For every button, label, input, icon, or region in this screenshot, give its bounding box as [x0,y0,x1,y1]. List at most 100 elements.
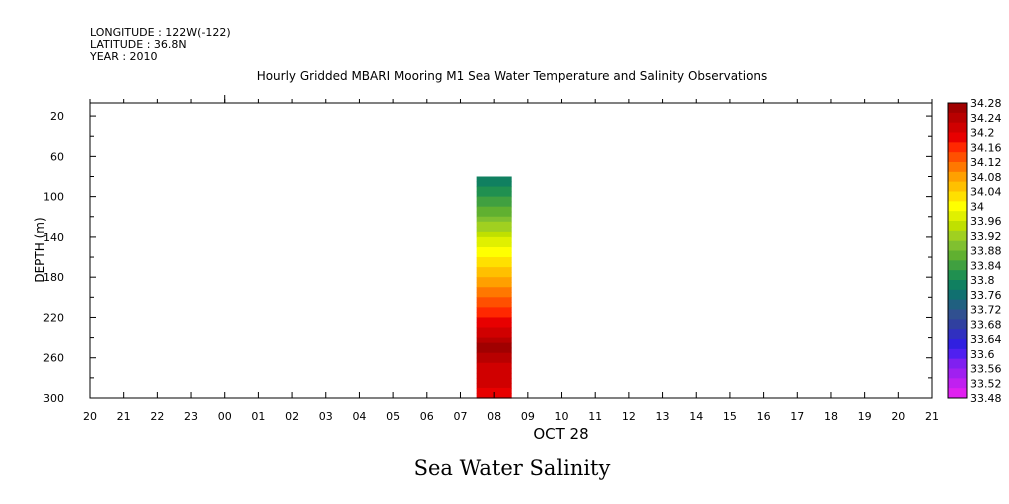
y-tick-label: 100 [43,191,64,204]
salinity-cell [476,367,512,374]
longitude-label: LONGITUDE : 122W(-122) [90,26,231,39]
salinity-cell [476,357,512,364]
salinity-cell [476,241,512,248]
colorbar-swatch [948,250,967,261]
colorbar-swatch [948,348,967,360]
y-tick-label: 180 [43,271,64,284]
colorbar-swatch [948,191,967,202]
x-tick-label: 21 [117,410,131,423]
colorbar-swatch [948,112,967,124]
salinity-cell [476,292,512,298]
y-tick-label: 60 [50,150,64,163]
x-tick-label: 23 [184,410,198,423]
y-axis: 20 60 100 140 180 220 260 300 [43,110,932,405]
colorbar-label: 33.88 [970,245,1002,258]
x-tick-label: 03 [319,410,333,423]
salinity-cell [476,196,512,203]
salinity-cell [476,287,512,293]
colorbar-swatch [948,319,967,330]
colorbar-swatch [948,260,967,271]
x-tick-label: 18 [824,410,838,423]
salinity-cell [476,302,512,308]
salinity-cell [476,307,512,314]
chart-subtitle: Sea Water Salinity [414,456,611,480]
colorbar-label: 33.48 [970,392,1002,405]
colorbar-swatch [948,221,967,232]
x-tick-label: 02 [285,410,299,423]
year-label: YEAR : 2010 [89,50,158,63]
salinity-cell [476,201,512,208]
salinity-cell [476,337,512,344]
y-tick-label: 260 [43,352,64,365]
x-axis-label: OCT 28 [533,425,588,443]
x-tick-label: 17 [790,410,804,423]
colorbar-swatch [948,181,967,192]
x-axis: 20 21 22 23 00 01 02 03 04 05 06 07 08 09 10 11 12 13 14 15… [83,95,939,423]
salinity-cell [476,186,512,193]
salinity-cell [476,252,512,258]
salinity-cell [476,211,512,218]
x-tick-label: 19 [858,410,872,423]
salinity-cell [476,372,512,379]
y-tick-label: 220 [43,311,64,324]
salinity-cell [476,387,512,394]
y-tick-label: 300 [43,392,64,405]
y-axis-label: DEPTH (m) [33,217,47,282]
plot-frame [89,102,933,399]
salinity-cell [476,257,512,263]
colorbar-label: 34 [970,200,984,213]
salinity-cell [476,262,512,268]
colorbar-swatch [948,142,967,153]
colorbar-swatch [948,211,967,222]
colorbar-label: 33.92 [970,230,1002,243]
colorbar-swatch [948,122,967,133]
colorbar-label: 33.6 [970,348,995,361]
x-tick-label: 22 [150,410,164,423]
colorbar-label: 34.2 [970,127,995,140]
colorbar-label: 33.8 [970,274,995,287]
colorbar-label: 33.52 [970,377,1002,390]
x-tick-label: 16 [757,410,771,423]
colorbar-label: 33.64 [970,333,1002,346]
colorbar-label: 34.16 [970,141,1002,154]
salinity-cell [476,297,512,303]
salinity-cell [476,332,512,339]
colorbar-swatch [948,152,967,163]
salinity-cell [476,362,512,369]
x-tick-label: 06 [420,410,434,423]
y-tick-label: 140 [43,231,64,244]
x-tick-label: 12 [622,410,636,423]
x-tick-label: 00 [218,410,232,423]
colorbar-swatch [948,378,967,389]
colorbar-swatch [948,201,967,212]
x-tick-label: 01 [251,410,265,423]
salinity-cell [476,347,512,354]
x-tick-label: 14 [689,410,703,423]
x-tick-label: 20 [83,410,97,423]
colorbar-frame [947,102,968,399]
colorbar-swatch [948,171,967,183]
x-tick-label: 04 [352,410,366,423]
salinity-cell [476,312,512,319]
salinity-cell [476,272,512,278]
colorbar-swatch [948,240,967,251]
plot-area: 20 60 100 140 180 220 260 300 20 21 22 23 00 01 02 03 0… [43,95,939,423]
colorbar-label: 33.72 [970,304,1002,317]
salinity-cell [476,231,512,238]
salinity-cell [476,282,512,288]
x-tick-label: 05 [386,410,400,423]
salinity-cell [476,267,512,273]
colorbar-label: 33.56 [970,363,1002,376]
salinity-cell [476,322,512,329]
salinity-cell [476,226,512,233]
colorbar-label: 34.12 [970,156,1002,169]
colorbar-swatch [948,329,967,340]
x-tick-label: 13 [656,410,670,423]
salinity-cell [476,377,512,384]
salinity-cell [476,206,512,213]
colorbar-label: 34.04 [970,186,1002,199]
colorbar-swatch [948,309,967,320]
salinity-cell [476,181,512,188]
